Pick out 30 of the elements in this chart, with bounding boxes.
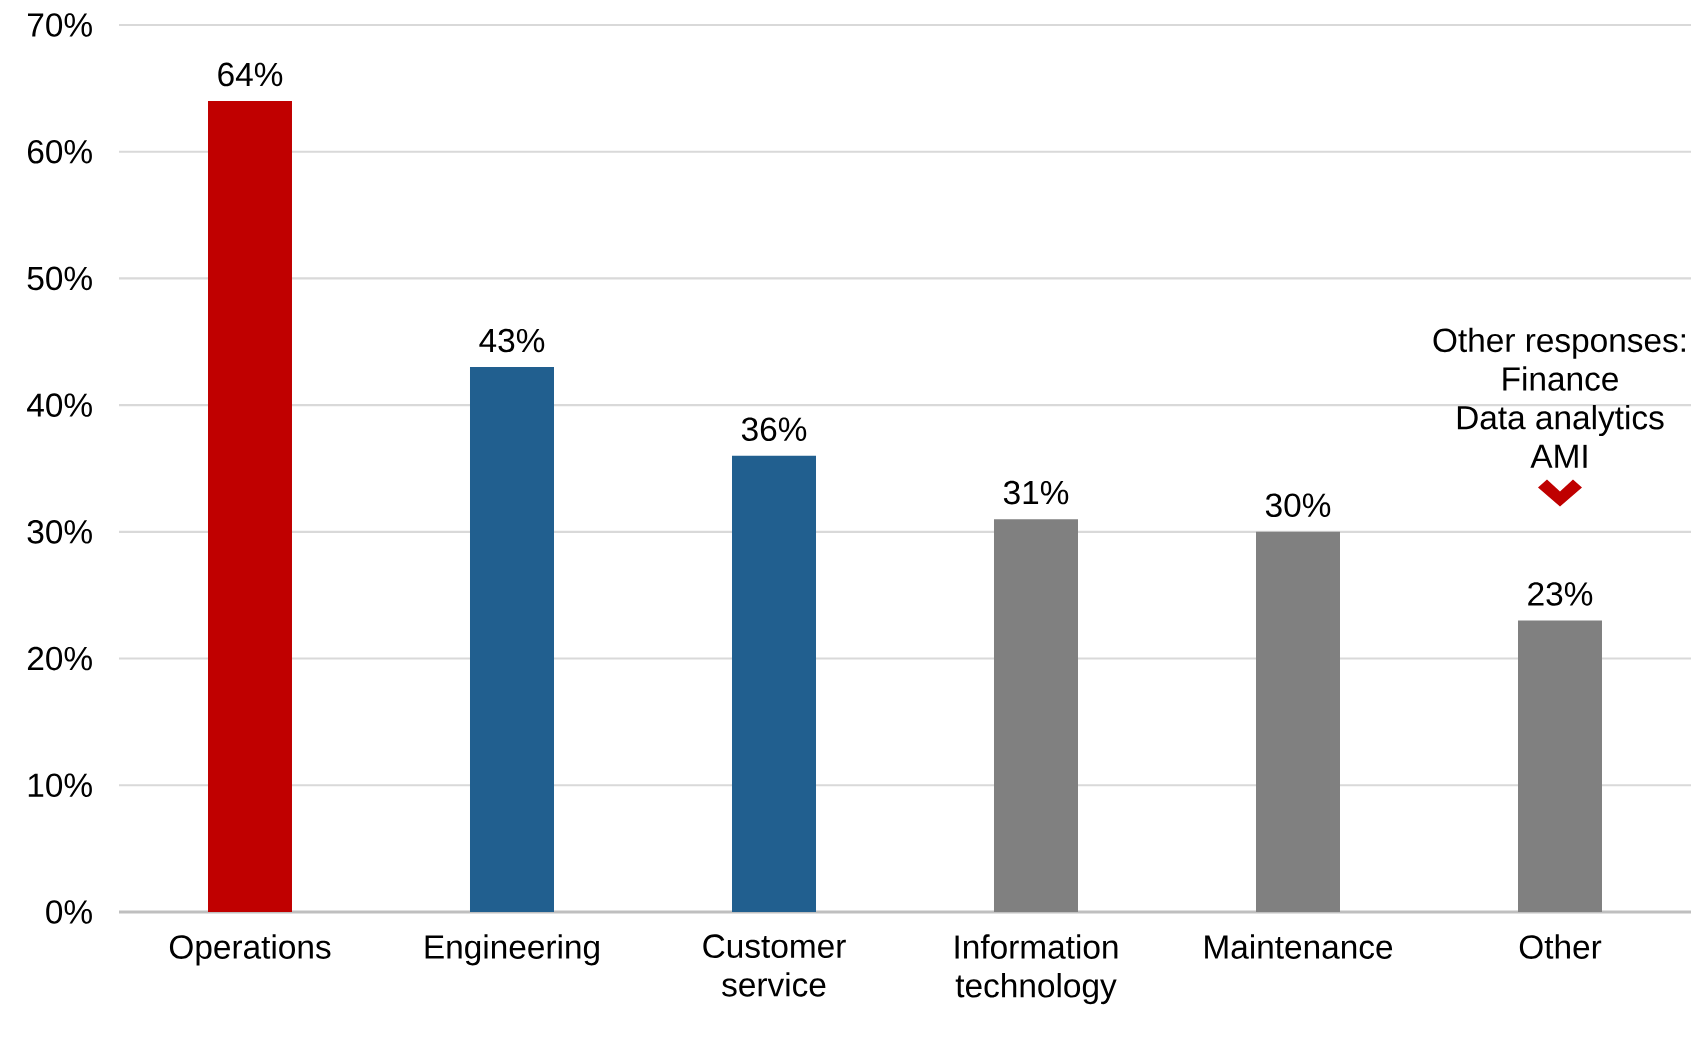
- x-tick-label: Operations: [169, 934, 331, 966]
- x-tick-label: Information technology: [955, 934, 1118, 1005]
- x-tick-label: Customer service: [703, 934, 846, 997]
- data-label: 64%: [218, 62, 283, 87]
- annotation: AMI: [1530, 444, 1587, 468]
- x-tick-label: Other: [1519, 934, 1602, 959]
- y-tick-label: 70%: [27, 13, 92, 37]
- x-tick-label: Engineering: [425, 934, 599, 966]
- bar: [993, 519, 1078, 912]
- y-tick-label: 60%: [27, 139, 92, 164]
- data-label: 23%: [1528, 582, 1593, 606]
- data-label: 31%: [1003, 480, 1069, 505]
- annotation: Other responses:: [1433, 327, 1685, 359]
- annotation: Data analytics: [1457, 404, 1664, 437]
- annotation: Finance: [1503, 366, 1618, 391]
- y-tick-label: 30%: [27, 520, 92, 544]
- data-label: 30%: [1265, 493, 1331, 518]
- x-tick-label: Maintenance: [1205, 934, 1393, 959]
- bar: [1256, 531, 1340, 912]
- bar: [1518, 620, 1602, 912]
- y-tick-label: 40%: [27, 393, 92, 417]
- data-label: 43%: [479, 328, 545, 353]
- y-tick-label: 50%: [27, 266, 92, 291]
- y-tick-label: 20%: [27, 646, 92, 671]
- y-tick-label: 10%: [28, 773, 92, 798]
- bar: [208, 101, 292, 912]
- y-tick-label: 0%: [46, 900, 92, 924]
- bar: [732, 455, 817, 912]
- data-label: 36%: [741, 417, 807, 442]
- bar: [470, 367, 554, 912]
